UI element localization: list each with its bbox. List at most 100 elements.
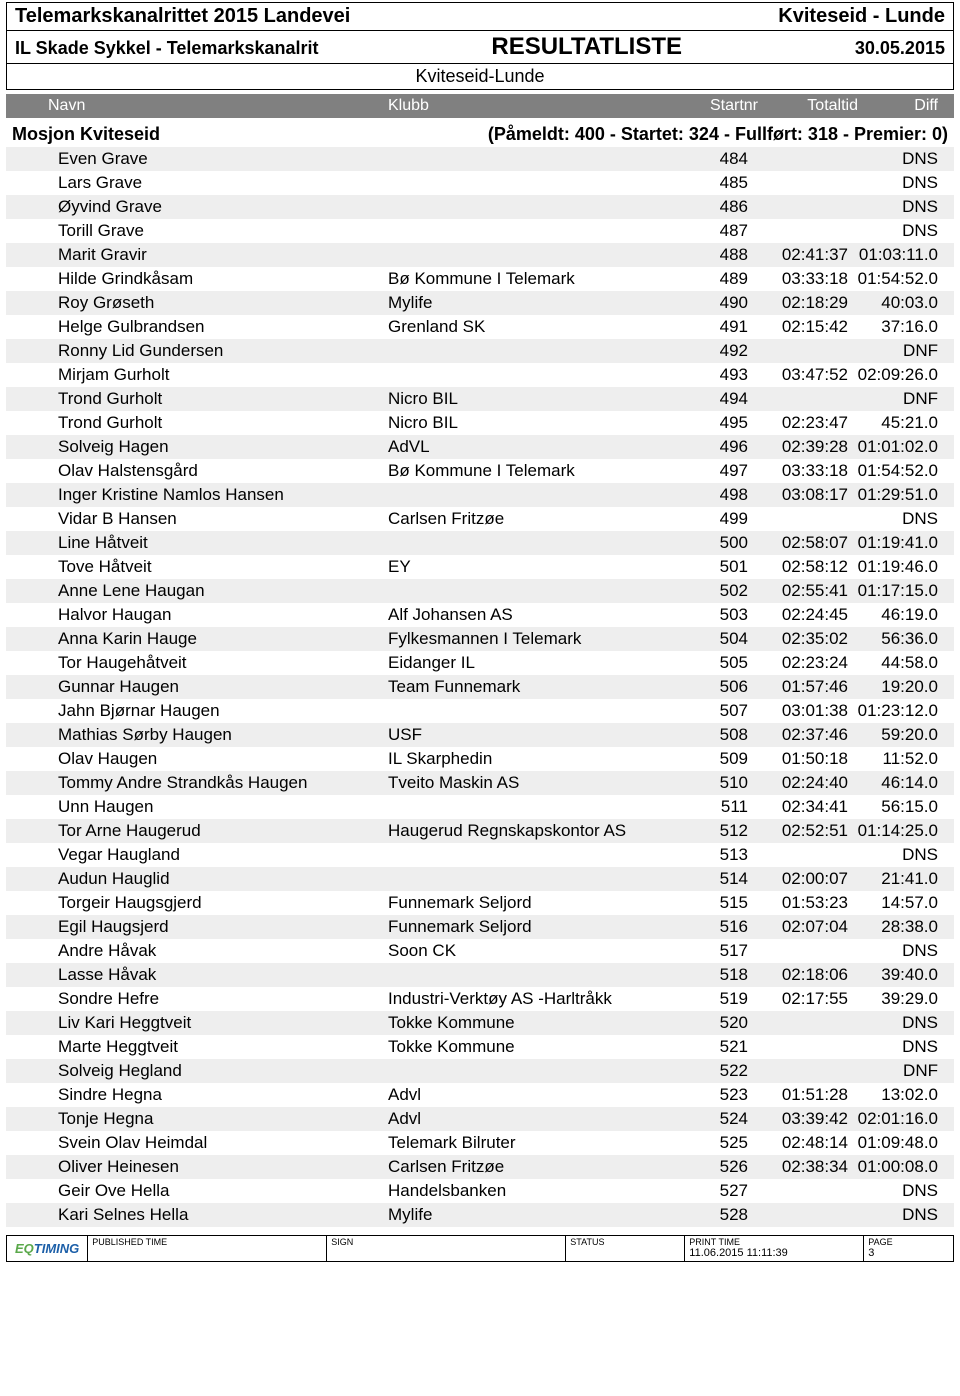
cell-club	[388, 965, 658, 985]
cell-start: 521	[658, 1037, 748, 1057]
cell-diff: 39:29.0	[848, 989, 942, 1009]
cell-start: 519	[658, 989, 748, 1009]
cell-club: Team Funnemark	[388, 677, 658, 697]
cell-total	[748, 389, 848, 409]
cell-diff: 46:19.0	[848, 605, 942, 625]
cell-name: Olav Haugen	[18, 749, 388, 769]
table-row: Unn Haugen51102:34:4156:15.0	[6, 795, 954, 819]
header-box: Telemarkskanalrittet 2015 Landevei Kvite…	[6, 2, 954, 90]
cell-total: 02:35:02	[748, 629, 848, 649]
col-name: Navn	[18, 97, 388, 115]
cell-club: Tokke Kommune	[388, 1037, 658, 1057]
cell-diff: DNS	[848, 509, 942, 529]
cell-club: Tokke Kommune	[388, 1013, 658, 1033]
cell-name: Marit Gravir	[18, 245, 388, 265]
cell-diff: DNS	[848, 1205, 942, 1225]
table-row: Anna Karin HaugeFylkesmannen I Telemark5…	[6, 627, 954, 651]
cell-total: 02:39:28	[748, 437, 848, 457]
cell-diff: DNS	[848, 941, 942, 961]
cell-club	[388, 797, 658, 817]
table-row: Olav HaugenIL Skarphedin50901:50:1811:52…	[6, 747, 954, 771]
cell-diff: DNF	[848, 1061, 942, 1081]
cell-diff: DNS	[848, 1037, 942, 1057]
table-row: Tove HåtveitEY50102:58:1201:19:46.0	[6, 555, 954, 579]
cell-name: Marte Heggtveit	[18, 1037, 388, 1057]
column-header: Navn Klubb Startnr Totaltid Diff	[6, 94, 954, 118]
cell-name: Tor Haugehåtveit	[18, 653, 388, 673]
cell-diff: 37:16.0	[848, 317, 942, 337]
event-title: Telemarkskanalrittet 2015 Landevei	[15, 5, 350, 28]
table-row: Egil HaugsjerdFunnemark Seljord51602:07:…	[6, 915, 954, 939]
cell-start: 499	[658, 509, 748, 529]
cell-club: Advl	[388, 1085, 658, 1105]
cell-diff: DNS	[848, 149, 942, 169]
cell-name: Geir Ove Hella	[18, 1181, 388, 1201]
cell-diff: 01:17:15.0	[848, 581, 942, 601]
table-row: Torgeir HaugsgjerdFunnemark Seljord51501…	[6, 891, 954, 915]
cell-name: Ronny Lid Gundersen	[18, 341, 388, 361]
table-row: Trond GurholtNicro BIL49502:23:4745:21.0	[6, 411, 954, 435]
section-header: Mosjon Kviteseid (Påmeldt: 400 - Startet…	[0, 118, 960, 147]
page-label: PAGE	[868, 1237, 949, 1247]
cell-diff: 39:40.0	[848, 965, 942, 985]
cell-start: 517	[658, 941, 748, 961]
cell-start: 486	[658, 197, 748, 217]
cell-diff: 01:09:48.0	[848, 1133, 942, 1153]
cell-club	[388, 845, 658, 865]
header-row-2: IL Skade Sykkel - Telemarkskanalrit RESU…	[7, 30, 953, 63]
cell-total: 03:39:42	[748, 1109, 848, 1129]
cell-diff: 02:01:16.0	[848, 1109, 942, 1129]
cell-name: Helge Gulbrandsen	[18, 317, 388, 337]
cell-total	[748, 149, 848, 169]
table-row: Geir Ove HellaHandelsbanken527DNS	[6, 1179, 954, 1203]
cell-start: 485	[658, 173, 748, 193]
table-row: Solveig Hegland522DNF	[6, 1059, 954, 1083]
cell-club	[388, 1061, 658, 1081]
cell-name: Olav Halstensgård	[18, 461, 388, 481]
cell-total: 01:57:46	[748, 677, 848, 697]
table-row: Line Håtveit50002:58:0701:19:41.0	[6, 531, 954, 555]
cell-name: Tor Arne Haugerud	[18, 821, 388, 841]
table-row: Vidar B HansenCarlsen Fritzøe499DNS	[6, 507, 954, 531]
cell-start: 503	[658, 605, 748, 625]
table-row: Trond GurholtNicro BIL494DNF	[6, 387, 954, 411]
cell-diff: DNS	[848, 197, 942, 217]
cell-name: Tove Håtveit	[18, 557, 388, 577]
table-row: Oliver HeinesenCarlsen Fritzøe52602:38:3…	[6, 1155, 954, 1179]
cell-start: 495	[658, 413, 748, 433]
cell-club: Funnemark Seljord	[388, 893, 658, 913]
cell-diff: DNS	[848, 1181, 942, 1201]
cell-start: 518	[658, 965, 748, 985]
cell-club	[388, 581, 658, 601]
cell-start: 528	[658, 1205, 748, 1225]
cell-name: Anna Karin Hauge	[18, 629, 388, 649]
cell-club: Carlsen Fritzøe	[388, 1157, 658, 1177]
cell-name: Jahn Bjørnar Haugen	[18, 701, 388, 721]
cell-total: 03:33:18	[748, 461, 848, 481]
event-location: Kviteseid - Lunde	[778, 5, 945, 28]
cell-club: Funnemark Seljord	[388, 917, 658, 937]
cell-name: Mirjam Gurholt	[18, 365, 388, 385]
cell-name: Kari Selnes Hella	[18, 1205, 388, 1225]
cell-start: 496	[658, 437, 748, 457]
cell-total: 02:34:41	[748, 797, 848, 817]
cell-name: Lars Grave	[18, 173, 388, 193]
cell-total: 02:15:42	[748, 317, 848, 337]
cell-name: Inger Kristine Namlos Hansen	[18, 485, 388, 505]
table-row: Tommy Andre Strandkås HaugenTveito Maski…	[6, 771, 954, 795]
table-row: Anne Lene Haugan50202:55:4101:17:15.0	[6, 579, 954, 603]
cell-club: Alf Johansen AS	[388, 605, 658, 625]
table-row: Mirjam Gurholt49303:47:5202:09:26.0	[6, 363, 954, 387]
table-row: Audun Hauglid51402:00:0721:41.0	[6, 867, 954, 891]
table-row: Gunnar HaugenTeam Funnemark50601:57:4619…	[6, 675, 954, 699]
cell-name: Sondre Hefre	[18, 989, 388, 1009]
table-row: Hilde GrindkåsamBø Kommune I Telemark489…	[6, 267, 954, 291]
cell-name: Halvor Haugan	[18, 605, 388, 625]
cell-total: 02:24:45	[748, 605, 848, 625]
cell-club: Haugerud Regnskapskontor AS	[388, 821, 658, 841]
header-row-3: Kviteseid-Lunde	[7, 63, 953, 89]
cell-name: Unn Haugen	[18, 797, 388, 817]
table-row: Halvor HauganAlf Johansen AS50302:24:454…	[6, 603, 954, 627]
cell-total: 02:17:55	[748, 989, 848, 1009]
cell-total	[748, 845, 848, 865]
